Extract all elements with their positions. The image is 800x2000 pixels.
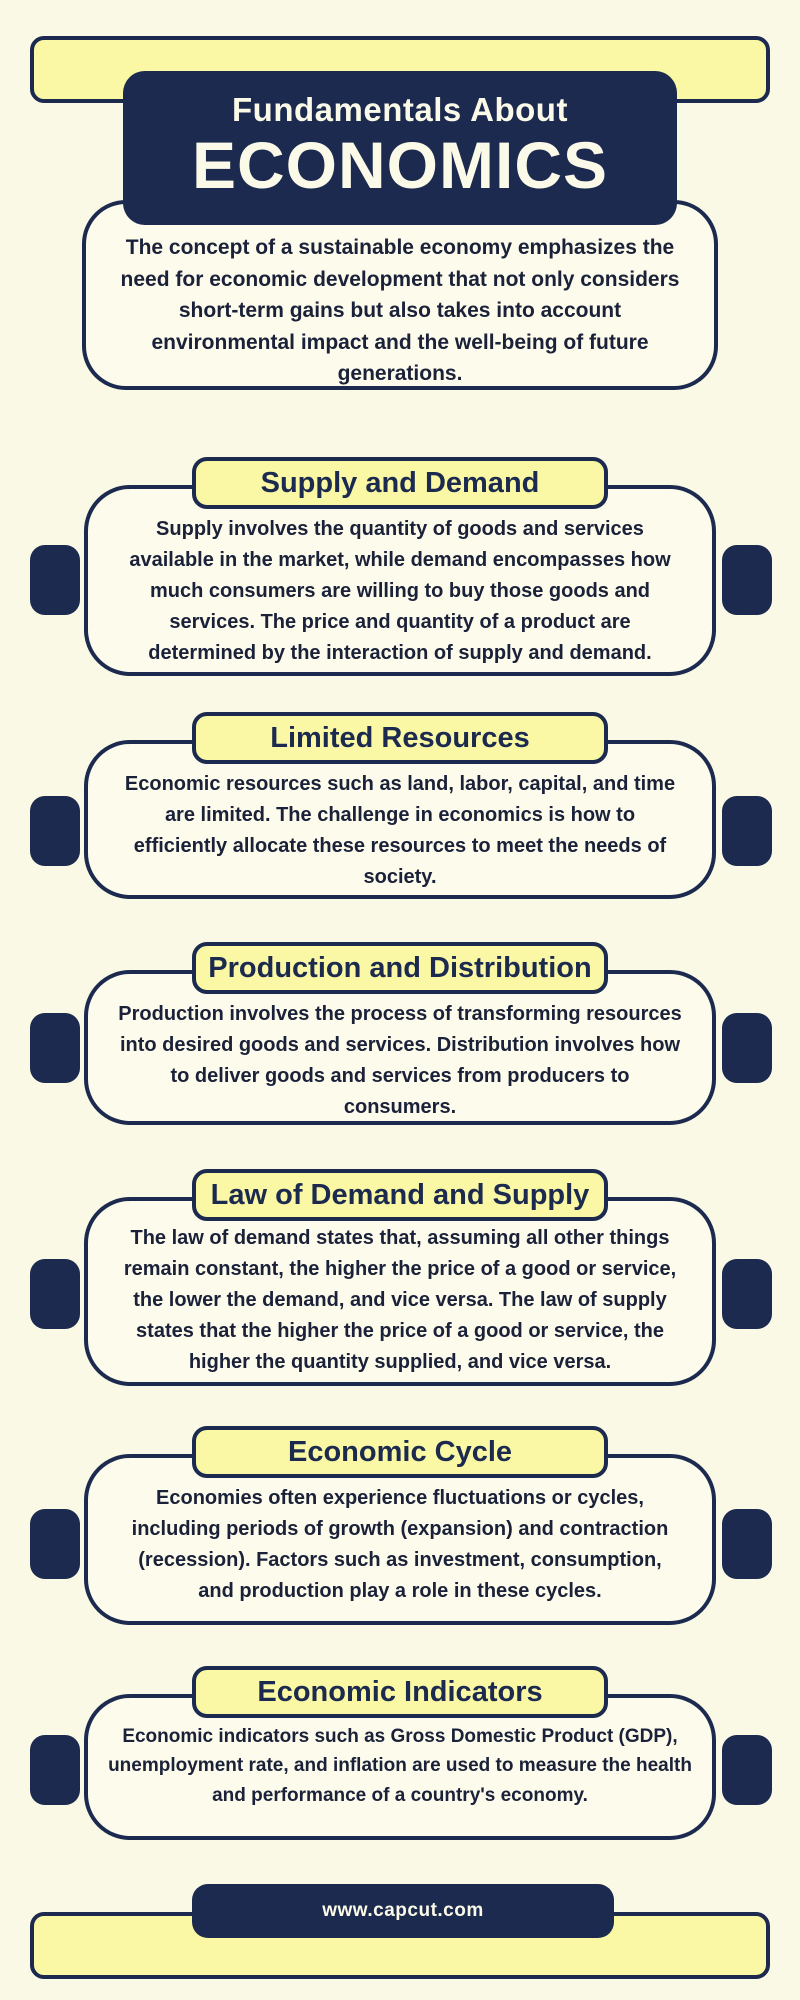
intro-card: The concept of a sustainable economy emp… xyxy=(82,200,718,390)
left-tab xyxy=(30,796,80,866)
title-card: Fundamentals About ECONOMICS xyxy=(123,71,677,225)
section-body: Supply involves the quantity of goods an… xyxy=(129,518,671,664)
footer-pill: www.capcut.com xyxy=(192,1884,614,1938)
section-body: Economic resources such as land, labor, … xyxy=(124,773,676,888)
section-title: Supply and Demand xyxy=(260,466,540,499)
section-title: Production and Distribution xyxy=(208,951,592,984)
section-card: Economies often experience fluctuations … xyxy=(84,1454,716,1625)
section-title: Law of Demand and Supply xyxy=(210,1178,590,1211)
section-body: Production involves the process of trans… xyxy=(118,1003,682,1118)
section-header-pill: Limited Resources xyxy=(192,712,608,764)
left-tab xyxy=(30,1013,80,1083)
section-header-pill: Production and Distribution xyxy=(192,942,608,994)
right-tab xyxy=(722,1509,772,1579)
section-body: Economic indicators such as Gross Domest… xyxy=(108,1726,692,1806)
left-tab xyxy=(30,545,80,615)
section-header-pill: Economic Cycle xyxy=(192,1426,608,1478)
footer-url: www.capcut.com xyxy=(322,1900,484,1921)
right-tab xyxy=(722,1735,772,1805)
section-body: The law of demand states that, assuming … xyxy=(123,1227,677,1373)
section-title: Economic Indicators xyxy=(257,1675,543,1708)
right-tab xyxy=(722,545,772,615)
section-header-pill: Economic Indicators xyxy=(192,1666,608,1718)
section-card: Supply involves the quantity of goods an… xyxy=(84,485,716,676)
left-tab xyxy=(30,1259,80,1329)
section-title: Economic Cycle xyxy=(287,1435,513,1468)
section-card: The law of demand states that, assuming … xyxy=(84,1197,716,1386)
section-body: Economies often experience fluctuations … xyxy=(131,1487,669,1602)
right-tab xyxy=(722,796,772,866)
left-tab xyxy=(30,1509,80,1579)
right-tab xyxy=(722,1013,772,1083)
page-title: ECONOMICS xyxy=(191,128,609,202)
section-header-pill: Supply and Demand xyxy=(192,457,608,509)
section-title: Limited Resources xyxy=(270,721,530,754)
intro-text: The concept of a sustainable economy emp… xyxy=(120,236,680,385)
right-tab xyxy=(722,1259,772,1329)
section-header-pill: Law of Demand and Supply xyxy=(192,1169,608,1221)
title-kicker: Fundamentals About xyxy=(232,91,568,128)
left-tab xyxy=(30,1735,80,1805)
section-card: Economic resources such as land, labor, … xyxy=(84,740,716,899)
